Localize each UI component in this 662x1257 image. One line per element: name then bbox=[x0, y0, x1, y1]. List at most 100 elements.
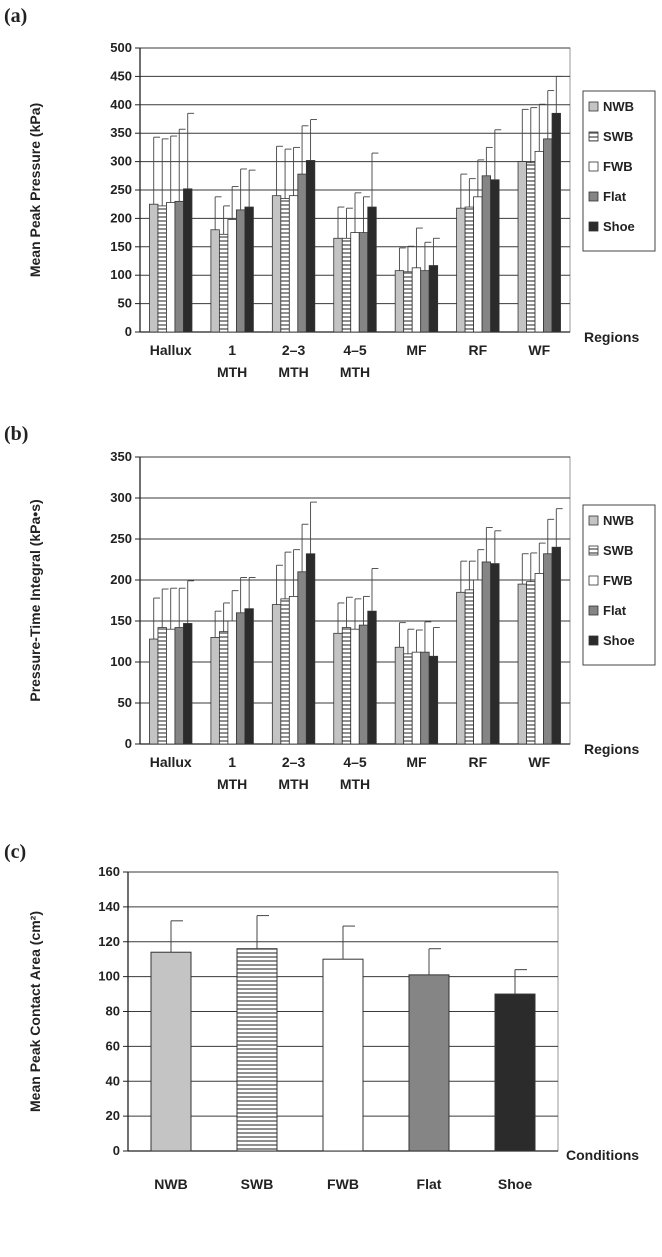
chart-b-category-label: RF bbox=[469, 754, 488, 770]
chart-b-bar-shoe bbox=[244, 608, 254, 745]
chart-b-category-label: MF bbox=[406, 754, 427, 770]
chart-a-category-label: MTH bbox=[340, 364, 370, 380]
chart-a-legend-label-shoe: Shoe bbox=[603, 219, 635, 234]
chart-b-bar-fwb bbox=[288, 596, 299, 745]
chart-b-bar-flat bbox=[297, 571, 307, 745]
chart-a-bar-nwb bbox=[333, 237, 343, 333]
chart-b-bar-shoe bbox=[183, 623, 193, 745]
chart-a-bar-fwb bbox=[411, 267, 422, 333]
chart-a-category-label: WF bbox=[528, 342, 550, 358]
chart-a-ytick-label: 500 bbox=[110, 40, 132, 55]
chart-a-bar-fwb bbox=[534, 150, 544, 333]
chart-b-category-label: 1 bbox=[228, 754, 236, 770]
chart-b-bar-swb bbox=[341, 627, 352, 745]
chart-a-bar-fwb bbox=[166, 202, 176, 333]
chart-b-ytick-label: 300 bbox=[110, 490, 132, 505]
panel-a-label: (a) bbox=[4, 5, 27, 27]
chart-c-ytick-label: 100 bbox=[98, 969, 120, 984]
chart-a-ytick-label: 0 bbox=[125, 324, 132, 339]
chart-a-bar-fwb bbox=[350, 232, 360, 333]
chart-b-y-axis-title: Pressure-Time Integral (kPa•s) bbox=[27, 499, 43, 701]
chart-b-bar-fwb bbox=[227, 620, 237, 745]
chart-c-bar-fwb bbox=[322, 958, 364, 1152]
chart-a-bar-nwb bbox=[456, 207, 466, 333]
chart-b-bar-swb bbox=[464, 589, 475, 745]
chart-b-legend-swatch-fwb bbox=[588, 575, 599, 586]
chart-c-category-label: Shoe bbox=[498, 1176, 532, 1192]
panel-c-label: (c) bbox=[4, 841, 26, 863]
chart-b-bar-swb bbox=[157, 627, 167, 745]
chart-b-bar-swb bbox=[526, 581, 536, 745]
chart-b-bar-swb bbox=[280, 598, 290, 745]
chart-a-bar-flat bbox=[543, 138, 553, 333]
chart-b-bar-flat bbox=[543, 553, 553, 745]
chart-a-legend-swatch-shoe bbox=[588, 221, 599, 232]
chart-a-bar-nwb bbox=[394, 270, 405, 333]
chart-b-legend-label-flat: Flat bbox=[603, 603, 627, 618]
chart-b-x-axis-title: Regions bbox=[584, 741, 639, 757]
chart-a-bar-shoe bbox=[367, 206, 377, 333]
chart-c-bar-flat bbox=[408, 974, 450, 1152]
chart-a-ytick-label: 250 bbox=[110, 182, 132, 197]
chart-a-bar-swb bbox=[403, 271, 413, 333]
chart-a: 0 50 100 150 200 250 300 350 400 450 500 Mean Peak … bbox=[27, 40, 656, 380]
chart-b-bar-shoe bbox=[551, 546, 561, 745]
chart-a-category-label: MTH bbox=[278, 364, 308, 380]
chart-b-category-label: WF bbox=[528, 754, 550, 770]
chart-b-bar-shoe bbox=[305, 553, 316, 745]
chart-b-bar-flat bbox=[481, 561, 492, 745]
chart-a-category-label: RF bbox=[469, 342, 488, 358]
chart-b-ytick-label: 0 bbox=[125, 736, 132, 751]
chart-c-category-label: SWB bbox=[241, 1176, 274, 1192]
chart-b-category-label: MTH bbox=[340, 776, 370, 792]
chart-b-ytick-label: 100 bbox=[110, 654, 132, 669]
chart-b-category-label: MTH bbox=[278, 776, 308, 792]
chart-b-bar-nwb bbox=[456, 591, 466, 745]
chart-c-category-label: FWB bbox=[327, 1176, 359, 1192]
chart-b-ytick-label: 50 bbox=[118, 695, 132, 710]
chart-a-bar-swb bbox=[280, 198, 290, 333]
chart-a-legend-swatch-nwb bbox=[588, 101, 599, 112]
chart-a-bar-shoe bbox=[244, 206, 254, 333]
chart-b-legend-label-shoe: Shoe bbox=[603, 633, 635, 648]
chart-c-y-axis-title: Mean Peak Contact Area (cm²) bbox=[27, 911, 43, 1112]
chart-c-ytick-label: 60 bbox=[106, 1038, 120, 1053]
chart-b-bar-swb bbox=[218, 631, 229, 745]
chart-a-bar-flat bbox=[174, 200, 184, 333]
chart-c-bar-swb bbox=[236, 948, 278, 1152]
chart-a-bar-fwb bbox=[473, 196, 483, 333]
chart-a-ytick-label: 300 bbox=[110, 154, 132, 169]
chart-a-bar-flat bbox=[297, 173, 307, 333]
chart-a-bar-nwb bbox=[271, 195, 282, 333]
chart-c-ytick-label: 40 bbox=[106, 1073, 120, 1088]
chart-b-bar-fwb bbox=[534, 573, 544, 745]
chart-b-category-label: 4–5 bbox=[343, 754, 367, 770]
chart-b-ytick-label: 150 bbox=[110, 613, 132, 628]
chart-a-ytick-label: 350 bbox=[110, 125, 132, 140]
chart-b-category-label: Hallux bbox=[150, 754, 192, 770]
chart-a-bar-flat bbox=[235, 209, 246, 333]
chart-a-legend-label-flat: Flat bbox=[603, 189, 627, 204]
chart-b-ytick-label: 350 bbox=[110, 449, 132, 464]
chart-a-bar-flat bbox=[420, 270, 430, 333]
chart-a-bar-swb bbox=[341, 237, 352, 333]
chart-a-bar-fwb bbox=[288, 195, 299, 333]
chart-b-bar-swb bbox=[403, 653, 413, 745]
chart-c-ytick-label: 140 bbox=[98, 899, 120, 914]
chart-b-bar-nwb bbox=[149, 638, 159, 745]
chart-c-bar-nwb bbox=[150, 951, 192, 1152]
chart-b-bar-shoe bbox=[428, 655, 439, 745]
chart-b-bar-nwb bbox=[394, 646, 405, 745]
chart-a-ytick-label: 100 bbox=[110, 267, 132, 282]
chart-b-bar-flat bbox=[358, 624, 369, 745]
chart-b-category-label: 2–3 bbox=[282, 754, 306, 770]
chart-a-category-label: Hallux bbox=[150, 342, 192, 358]
chart-c-ytick-label: 80 bbox=[106, 1004, 120, 1019]
chart-b-bar-flat bbox=[420, 651, 430, 745]
chart-b-legend-label-fwb: FWB bbox=[603, 573, 633, 588]
chart-a-ytick-label: 200 bbox=[110, 210, 132, 225]
chart-b-legend-swatch-nwb bbox=[588, 515, 599, 526]
chart-a-legend-label-swb: SWB bbox=[603, 129, 633, 144]
chart-b-bar-nwb bbox=[271, 604, 282, 745]
